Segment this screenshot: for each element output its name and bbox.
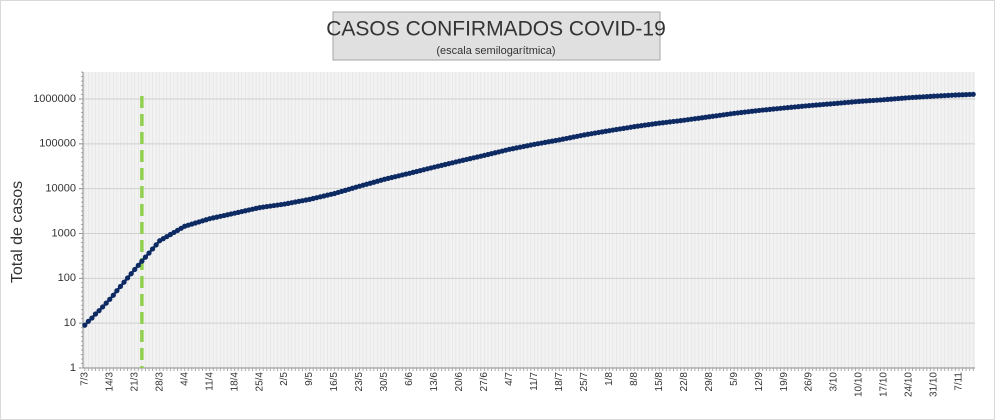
x-tick-label: 25/4 (254, 372, 265, 392)
x-tick-label: 15/8 (654, 372, 665, 392)
data-point (142, 254, 149, 260)
data-point (92, 311, 99, 317)
x-tick-label: 21/3 (129, 372, 140, 392)
data-point (114, 288, 120, 294)
data-point (128, 271, 134, 277)
y-axis-title: Total de casos (9, 181, 26, 283)
x-tick-label: 4/4 (179, 372, 190, 386)
data-point (110, 292, 116, 298)
x-tick-label: 23/5 (354, 372, 365, 392)
x-tick-label: 26/9 (804, 372, 815, 392)
plot-area (83, 72, 975, 368)
grid (83, 72, 975, 369)
data-point (146, 250, 152, 256)
x-tick-label: 13/6 (429, 372, 440, 392)
data-point (89, 315, 95, 321)
title-box (332, 11, 661, 61)
data-point (85, 318, 91, 324)
chart-subtitle: (escala semilogarítmica) (436, 45, 555, 57)
x-tick-label: 3/10 (829, 372, 840, 392)
data-point (103, 300, 109, 306)
x-tick-label: 6/6 (404, 372, 415, 386)
y-tick-label: 100000 (39, 138, 76, 150)
y-tick-label: 1000 (52, 227, 76, 239)
data-point (125, 275, 131, 281)
chart-title: CASOS CONFIRMADOS COVID-19 (326, 18, 666, 41)
x-tick-label: 17/10 (879, 372, 890, 397)
data-point (153, 242, 159, 248)
x-tick-label: 30/5 (379, 372, 390, 392)
x-tick-label: 18/7 (554, 372, 565, 392)
data-point (117, 283, 124, 290)
x-tick-label: 29/8 (704, 372, 715, 392)
y-tick-label: 1 (70, 362, 76, 374)
x-tick-label: 20/6 (454, 372, 465, 392)
x-tick-label: 31/10 (929, 372, 940, 397)
data-point (107, 296, 113, 302)
data-point (121, 279, 127, 285)
x-tick-label: 9/5 (304, 372, 315, 386)
y-tick-label: 10000 (45, 183, 76, 195)
x-tick-label: 2/5 (279, 372, 290, 386)
x-tick-label: 11/7 (529, 372, 540, 391)
y-tick-label: 1000000 (33, 93, 76, 105)
data-point (82, 322, 88, 328)
x-tick-label: 16/5 (329, 372, 340, 392)
data-point (970, 91, 976, 97)
x-tick-label: 24/10 (904, 372, 915, 397)
x-tick-label: 22/8 (679, 372, 690, 392)
data-point (132, 266, 138, 273)
x-tick-label: 25/7 (579, 372, 590, 392)
x-tick-label: 7/11 (954, 372, 965, 391)
x-tick-label: 8/8 (629, 372, 640, 386)
x-tick-label: 7/3 (79, 372, 90, 386)
x-tick-label: 11/4 (204, 372, 215, 391)
x-tick-label: 4/7 (504, 372, 515, 386)
x-tick-label: 14/3 (104, 372, 115, 392)
x-tick-label: 27/6 (479, 372, 490, 392)
y-tick-label: 100 (58, 272, 76, 284)
data-point (149, 246, 156, 252)
x-tick-label: 10/10 (854, 372, 865, 397)
data-point (100, 304, 106, 310)
x-tick-label: 28/3 (154, 372, 165, 392)
data-point (139, 258, 145, 264)
x-tick-label: 12/9 (754, 372, 765, 392)
x-tick-label: 5/9 (729, 372, 740, 386)
x-tick-label: 18/4 (229, 372, 240, 392)
x-tick-label: 19/9 (779, 372, 790, 392)
data-point (135, 262, 141, 268)
data-point (96, 308, 102, 314)
x-tick-label: 1/8 (604, 372, 615, 386)
y-tick-label: 10 (64, 317, 76, 329)
